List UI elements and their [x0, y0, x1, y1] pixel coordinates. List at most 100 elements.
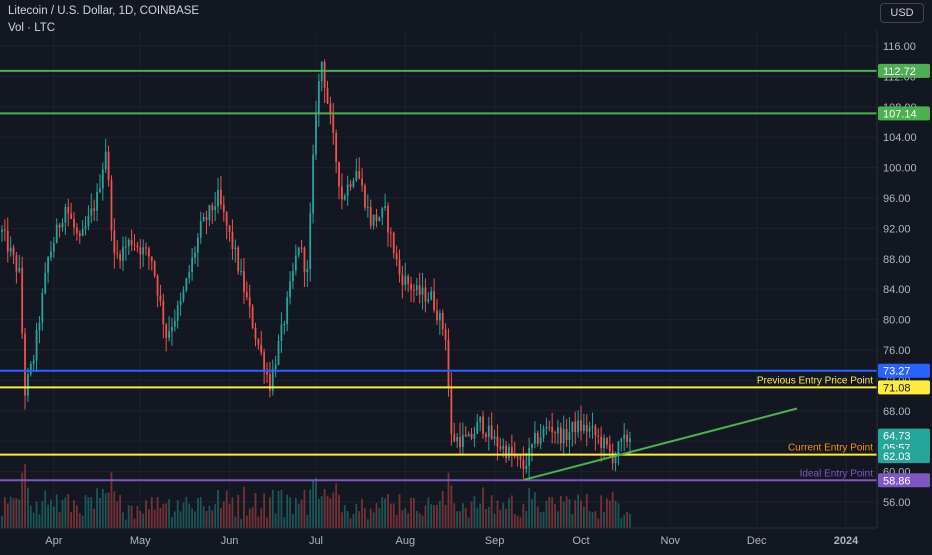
- candle-body: [58, 224, 61, 228]
- candle-body: [559, 427, 562, 444]
- candle-body: [90, 208, 93, 216]
- volume-bar: [577, 494, 580, 528]
- level-blue-line-tag: [878, 363, 930, 378]
- volume-bar: [375, 502, 378, 528]
- candle-body: [136, 245, 139, 248]
- volume-bar: [401, 510, 404, 528]
- volume-bar: [490, 495, 493, 528]
- trend-line[interactable]: [523, 407, 798, 481]
- volume-bar: [588, 511, 591, 528]
- volume-bar: [361, 498, 363, 528]
- candle-body: [127, 239, 130, 247]
- volume-bar: [603, 511, 605, 528]
- volume-bar: [516, 515, 519, 528]
- volume-bar: [528, 488, 531, 528]
- level-blue-line-tag-label: 73.27: [883, 366, 911, 378]
- volume-bar: [24, 464, 26, 528]
- volume-bar: [513, 514, 516, 528]
- candle-body: [600, 436, 603, 449]
- volume-bar: [395, 514, 398, 528]
- volume-bar: [78, 513, 81, 528]
- candle-body: [81, 229, 84, 237]
- symbol-title[interactable]: Litecoin / U.S. Dollar, 1D, COINBASE: [8, 5, 200, 17]
- candle-body: [84, 226, 87, 230]
- volume-bar: [505, 508, 507, 528]
- volume-bar: [251, 507, 254, 528]
- volume-bar: [398, 494, 401, 528]
- volume-bar: [176, 500, 179, 528]
- candle-body: [150, 256, 153, 262]
- candle-body: [67, 206, 70, 214]
- volume-bar: [245, 515, 248, 528]
- volume-bar: [52, 506, 55, 528]
- volume-bar: [548, 496, 551, 528]
- last-price-value: 64.73: [883, 431, 911, 443]
- candle-body: [119, 254, 121, 261]
- volume-bar: [502, 502, 505, 528]
- candle-body: [548, 426, 551, 428]
- volume-bar: [196, 497, 199, 528]
- volume-bar: [381, 497, 384, 528]
- candle-body: [27, 374, 29, 396]
- candle-body: [372, 214, 375, 226]
- candle-body: [427, 299, 430, 302]
- volume-bar: [389, 503, 392, 528]
- candle-body: [205, 216, 208, 220]
- candle-body: [208, 205, 211, 220]
- candle-body: [473, 433, 476, 439]
- volume-bar: [479, 503, 482, 528]
- candle-body: [614, 454, 617, 464]
- candle-body: [413, 289, 415, 291]
- candle-body: [312, 154, 314, 214]
- volume-bar: [159, 507, 162, 528]
- candle-body: [343, 195, 346, 200]
- candle-body: [9, 247, 12, 252]
- price-tick-label: 84.00: [883, 284, 911, 296]
- volume-bar: [606, 498, 608, 528]
- volume-bar: [620, 518, 623, 528]
- candle-body: [444, 329, 447, 340]
- candle-body: [245, 292, 248, 298]
- candle-body: [199, 221, 202, 238]
- volume-bar: [427, 497, 430, 528]
- candle-body: [407, 276, 410, 284]
- volume-bar: [257, 516, 260, 528]
- candle-body: [237, 247, 240, 272]
- candle-body: [528, 447, 531, 466]
- candle-body: [18, 267, 21, 272]
- candle-body: [78, 233, 81, 237]
- volume-bar: [145, 500, 147, 528]
- candle-body: [15, 255, 18, 272]
- candle-body: [6, 230, 9, 252]
- volume-bar: [476, 507, 479, 528]
- volume-bar: [545, 500, 548, 528]
- volume-bar: [18, 499, 21, 528]
- volume-bar: [289, 497, 291, 528]
- volume-bar: [597, 518, 600, 528]
- volume-bar: [277, 490, 280, 528]
- candle-body: [485, 433, 487, 437]
- candle-body: [228, 225, 231, 232]
- candle-body: [398, 259, 401, 275]
- candle-body: [456, 436, 459, 442]
- volume-bar: [338, 494, 340, 528]
- candle-body: [603, 438, 605, 449]
- volume-bar: [343, 505, 346, 528]
- candle-body: [139, 247, 142, 255]
- candle-body: [162, 300, 165, 325]
- candle-body: [410, 283, 412, 290]
- candle-body: [387, 205, 389, 233]
- currency-button[interactable]: USD: [880, 3, 924, 23]
- volume-legend[interactable]: Vol · LTC: [8, 22, 56, 34]
- volume-bar: [421, 515, 424, 528]
- candle-body: [194, 252, 196, 258]
- volume-bar: [64, 497, 67, 528]
- candle-body: [225, 212, 228, 226]
- candle-body: [124, 246, 127, 248]
- candle-body: [496, 436, 499, 447]
- volume-bar: [315, 477, 317, 528]
- volume-bar: [214, 503, 217, 528]
- candle-body: [332, 114, 335, 133]
